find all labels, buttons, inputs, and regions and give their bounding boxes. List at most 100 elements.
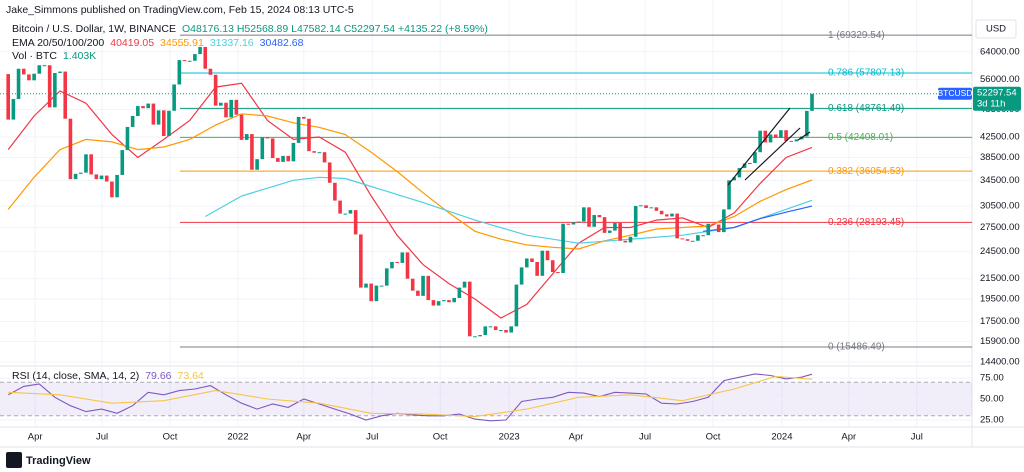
candle-body xyxy=(68,118,73,180)
candle-body xyxy=(514,284,519,327)
candle-body xyxy=(338,200,342,214)
currency[interactable]: USD xyxy=(986,24,1006,35)
candle-body xyxy=(639,205,643,207)
volume-readout: 1.403K xyxy=(63,50,96,62)
candle-body xyxy=(182,60,187,62)
candle-body xyxy=(675,213,679,239)
x-tick-label: Apr xyxy=(569,432,584,443)
candle-body xyxy=(193,54,197,61)
ema-name: EMA 20/50/100/200 xyxy=(12,37,104,49)
candle-body xyxy=(618,223,622,241)
candle-body xyxy=(410,278,415,291)
candle-body xyxy=(613,223,617,231)
candle-body xyxy=(421,275,425,296)
candle-body xyxy=(146,103,151,109)
candle-body xyxy=(78,172,83,174)
trend-channel xyxy=(727,107,811,186)
rsi-tick-label: 25.00 xyxy=(980,414,1004,425)
candle-body xyxy=(457,287,462,298)
candle-body xyxy=(747,162,752,164)
x-tick-label: Jul xyxy=(96,432,108,443)
y-tick-label: 56000.00 xyxy=(980,74,1020,85)
price-tag xyxy=(973,86,1021,111)
candle-body xyxy=(649,207,654,209)
fib-label: 0.786 (57807.13) xyxy=(828,68,904,79)
candle-body xyxy=(58,71,62,73)
symbol-tag xyxy=(938,87,972,100)
y-tick-label: 42500.00 xyxy=(980,131,1020,142)
currency-box[interactable] xyxy=(975,19,1017,39)
candle-body xyxy=(524,258,529,268)
x-tick-label: Jul xyxy=(639,432,651,443)
candle-body xyxy=(276,158,280,162)
x-tick-label: Oct xyxy=(163,432,178,443)
candle-body xyxy=(11,99,16,120)
candle-body xyxy=(42,65,47,67)
candle-body xyxy=(556,272,560,274)
candle-body xyxy=(405,252,410,279)
candle-body xyxy=(462,281,467,288)
candle-body xyxy=(685,239,690,241)
candle-body xyxy=(296,116,301,143)
candle-body xyxy=(317,152,322,154)
candle-body xyxy=(260,137,265,160)
candle-body xyxy=(784,130,788,141)
candle-body xyxy=(369,283,374,302)
candle-body xyxy=(244,134,249,140)
rsi-tick-label: 50.00 xyxy=(980,394,1004,405)
candle-body xyxy=(136,106,140,117)
candle-body xyxy=(395,261,399,263)
candle-body xyxy=(628,236,633,243)
candle-body xyxy=(436,301,441,306)
candle-body xyxy=(587,207,591,227)
rsi-tick-label: 75.00 xyxy=(980,373,1004,384)
candle-body xyxy=(473,336,477,338)
candle-body xyxy=(530,258,534,262)
y-tick-label: 38500.00 xyxy=(980,152,1020,163)
candle-body xyxy=(478,335,482,337)
candle-body xyxy=(416,290,420,296)
fib-label: 0.236 (28193.45) xyxy=(828,217,904,228)
candle-body xyxy=(151,103,156,125)
candle-body xyxy=(779,130,783,138)
logo xyxy=(6,452,22,468)
candle-body xyxy=(343,213,348,215)
candle-body xyxy=(623,240,628,243)
candle-body xyxy=(104,175,109,182)
candle-body xyxy=(234,99,239,115)
x-tick-label: 2023 xyxy=(499,432,520,443)
fib-label: 0.382 (36054.53) xyxy=(828,166,904,177)
candle-body xyxy=(359,234,363,288)
candle-body xyxy=(711,223,716,225)
candle-body xyxy=(535,261,539,276)
candle-body xyxy=(47,65,52,108)
publisher: Jake_Simmons published on TradingView.co… xyxy=(6,4,354,16)
candle-body xyxy=(322,152,327,163)
price-tag-value: 52297.54 xyxy=(977,87,1017,98)
candle-body xyxy=(286,155,291,162)
channel-line xyxy=(797,131,811,141)
candle-body xyxy=(21,68,26,75)
fib-label: 0 (15486.49) xyxy=(828,342,885,353)
rsi-pane xyxy=(0,373,972,422)
volume-legend: Vol · BTC 1.403K xyxy=(12,50,96,62)
candle-body xyxy=(177,60,182,85)
candle-body xyxy=(805,110,809,137)
candle-body xyxy=(493,326,498,331)
candle-body xyxy=(607,230,612,233)
candle-body xyxy=(172,84,176,111)
candle-body xyxy=(654,207,659,211)
candle-body xyxy=(63,71,68,119)
ema-value: 40419.05 xyxy=(110,37,154,49)
candle-body xyxy=(203,46,208,69)
candle-body xyxy=(390,261,394,269)
x-tick-label: 2024 xyxy=(771,432,792,443)
candle-body xyxy=(130,116,135,127)
candle-body xyxy=(400,252,405,263)
candle-body xyxy=(732,177,737,181)
candle-body xyxy=(219,102,223,106)
candle-body xyxy=(32,73,36,81)
candle-body xyxy=(224,102,228,118)
candle-body xyxy=(156,110,161,125)
candle-body xyxy=(592,215,597,227)
